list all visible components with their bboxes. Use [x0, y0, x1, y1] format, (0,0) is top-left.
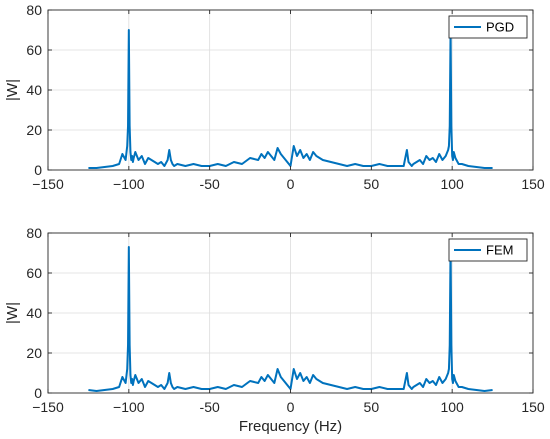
x-tick-label: -50 — [200, 399, 220, 415]
y-tick-label: 0 — [34, 385, 42, 401]
x-tick-label: -50 — [200, 176, 220, 192]
x-tick-label: 50 — [364, 399, 380, 415]
x-tick-label: 150 — [521, 176, 545, 192]
y-axis-title: |W| — [4, 79, 21, 101]
legend-label: PGD — [486, 20, 514, 35]
x-tick-label: 100 — [440, 176, 464, 192]
y-tick-label: 80 — [26, 225, 42, 241]
x-tick-label: 0 — [287, 176, 295, 192]
y-tick-label: 80 — [26, 2, 42, 18]
x-tick-label: −100 — [113, 399, 145, 415]
legend: FEM — [448, 238, 528, 262]
y-tick-label: 60 — [26, 265, 42, 281]
legend-box — [448, 15, 528, 39]
y-tick-label: 40 — [26, 305, 42, 321]
legend: PGD — [448, 15, 528, 39]
legend-label: FEM — [486, 243, 513, 258]
x-tick-label: −150 — [32, 176, 64, 192]
y-tick-label: 20 — [26, 122, 42, 138]
y-axis-title: |W| — [4, 302, 21, 324]
y-tick-label: 20 — [26, 345, 42, 361]
x-tick-label: 0 — [287, 399, 295, 415]
y-tick-label: 60 — [26, 42, 42, 58]
x-tick-label: 150 — [521, 399, 545, 415]
subplot-2: −150 −100 -50 0 50 100 150 0 20 40 60 80 |W| Frequenc… — [4, 225, 545, 435]
x-tick-label: 100 — [440, 399, 464, 415]
x-tick-label: 50 — [364, 176, 380, 192]
legend-box — [448, 238, 528, 262]
y-tick-label: 40 — [26, 82, 42, 98]
subplot-1: −150 −100 -50 0 50 100 150 0 20 40 60 80 |W| PGD — [4, 2, 545, 192]
y-tick-label: 0 — [34, 162, 42, 178]
x-tick-label: −150 — [32, 399, 64, 415]
x-tick-label: −100 — [113, 176, 145, 192]
x-axis-title: Frequency (Hz) — [239, 418, 342, 435]
